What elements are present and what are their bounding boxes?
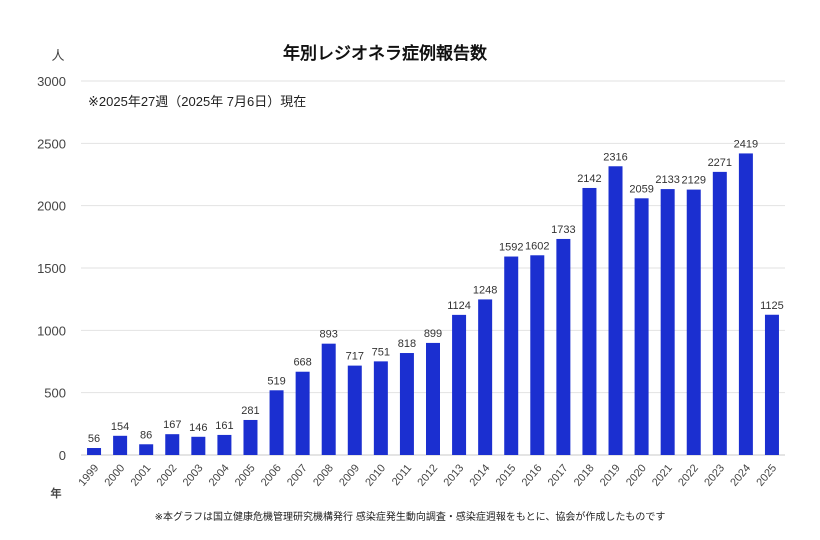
x-tick-label: 2020 <box>624 462 649 488</box>
x-tick-label: 2015 <box>494 462 519 488</box>
x-tick-label: 2025 <box>754 462 779 488</box>
data-label: 86 <box>140 429 152 441</box>
bar-2024 <box>738 153 753 455</box>
bar-2011 <box>399 353 414 455</box>
data-label: 519 <box>267 375 285 387</box>
x-tick-label: 1999 <box>76 462 101 488</box>
data-label: 2142 <box>577 173 601 185</box>
x-tick-label: 2011 <box>390 462 414 488</box>
bar-2019 <box>608 166 623 455</box>
data-label: 1733 <box>551 224 575 236</box>
footnote: ※本グラフは国立健康危機管理研究機構発行 感染症発生動向調査・感染症週報をもとに… <box>155 510 666 523</box>
x-tick-label: 2012 <box>415 462 440 488</box>
y-tick-label: 2000 <box>37 199 66 214</box>
x-tick-label: 2013 <box>441 462 466 488</box>
bar-2000 <box>113 435 128 455</box>
x-tick-label: 2022 <box>676 462 701 488</box>
data-label: 1125 <box>760 300 784 312</box>
data-label: 2129 <box>681 175 705 187</box>
data-label: 146 <box>189 422 207 434</box>
y-tick-label: 0 <box>59 448 66 463</box>
data-label: 2271 <box>708 157 732 169</box>
bar-2005 <box>243 419 258 455</box>
data-label: 893 <box>320 329 338 341</box>
data-label: 2059 <box>629 183 653 195</box>
data-label: 2133 <box>655 174 679 186</box>
bar-2002 <box>165 434 180 455</box>
data-label: 1602 <box>525 240 549 252</box>
x-axis-label: 年 <box>51 486 62 500</box>
x-tick-label: 2009 <box>337 462 362 488</box>
x-tick-label: 2008 <box>311 462 336 488</box>
bar-2010 <box>373 361 388 455</box>
bar-2020 <box>634 198 649 455</box>
y-tick-label: 500 <box>44 386 66 401</box>
bar-2001 <box>139 444 154 455</box>
x-tick-label: 2002 <box>155 462 180 488</box>
data-label: 281 <box>241 405 259 417</box>
bar-2007 <box>295 371 310 455</box>
data-label: 818 <box>398 338 416 350</box>
data-label: 167 <box>163 419 181 431</box>
data-label: 899 <box>424 328 442 340</box>
bar-1999 <box>87 448 102 455</box>
x-tick-label: 2023 <box>702 462 727 488</box>
x-tick-label: 2024 <box>728 462 753 488</box>
bar-2021 <box>660 189 675 455</box>
data-label: 751 <box>372 346 390 358</box>
x-tick-label: 2006 <box>259 462 284 488</box>
y-tick-label: 1500 <box>37 261 66 276</box>
data-label: 56 <box>88 433 100 445</box>
bar-2016 <box>530 255 545 455</box>
bar-2003 <box>191 436 206 455</box>
chart-subtitle: ※2025年27週（2025年 7月6日）現在 <box>88 94 306 109</box>
bar-2017 <box>556 238 571 455</box>
x-tick-label: 2007 <box>285 462 310 488</box>
x-tick-label: 2003 <box>181 462 206 488</box>
data-label: 154 <box>111 421 129 433</box>
data-label: 1592 <box>499 242 523 254</box>
data-label: 1124 <box>447 300 471 312</box>
x-tick-label: 2019 <box>598 462 623 488</box>
bar-2013 <box>452 314 467 455</box>
bar-2023 <box>712 171 727 455</box>
x-tick-label: 2000 <box>102 462 127 488</box>
bar-2012 <box>426 342 440 455</box>
bar-2006 <box>269 390 284 455</box>
chart-title: 年別レジオネラ症例報告数 <box>283 43 488 63</box>
y-tick-label: 3000 <box>37 74 66 89</box>
data-label: 161 <box>215 420 233 432</box>
y-tick-label: 2500 <box>37 136 66 151</box>
x-tick-label: 2010 <box>363 462 388 488</box>
data-label: 717 <box>346 351 364 363</box>
y-tick-label: 1000 <box>37 323 66 338</box>
x-tick-label: 2001 <box>129 462 154 488</box>
bar-2009 <box>347 365 362 455</box>
bar-2004 <box>217 434 232 455</box>
y-axis-label: 人 <box>51 48 64 63</box>
data-label: 1248 <box>473 284 497 296</box>
x-tick-label: 2005 <box>233 462 258 488</box>
bar-2015 <box>504 256 519 455</box>
x-tick-label: 2016 <box>520 462 545 488</box>
bar-2008 <box>321 343 336 455</box>
bar-2018 <box>582 187 597 456</box>
data-label: 2419 <box>734 138 758 150</box>
bar-2014 <box>478 299 493 455</box>
bar-2025 <box>764 314 779 455</box>
x-tick-label: 2004 <box>207 462 232 488</box>
x-tick-label: 2014 <box>468 462 493 488</box>
bar-2022 <box>686 189 701 456</box>
data-label: 2316 <box>603 151 627 163</box>
x-tick-label: 2021 <box>650 462 675 488</box>
x-tick-label: 2018 <box>572 462 597 488</box>
data-label: 668 <box>293 357 311 369</box>
x-tick-label: 2017 <box>546 462 571 488</box>
